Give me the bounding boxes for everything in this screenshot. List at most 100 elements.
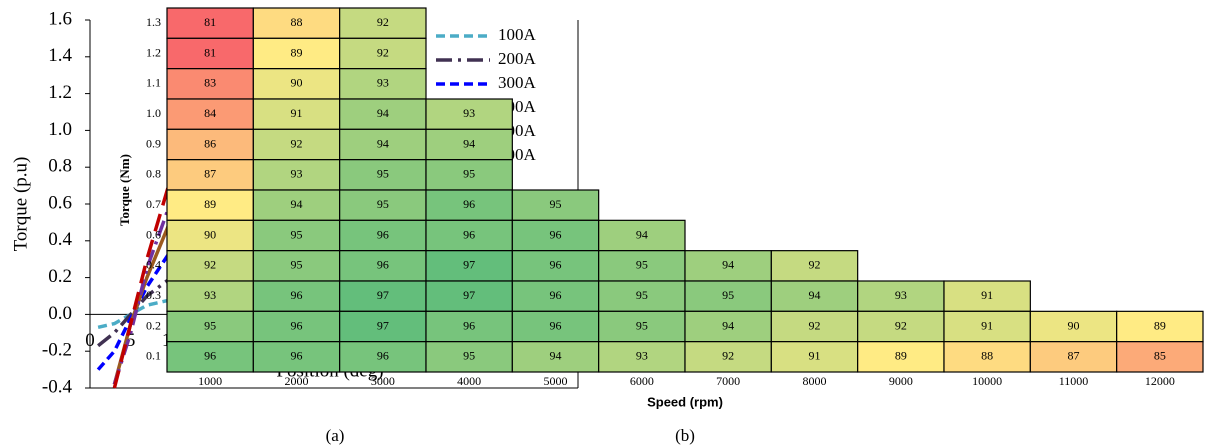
cell xyxy=(339,310,427,343)
x-tick-label: 9000 xyxy=(889,374,913,388)
cell-label: 96 xyxy=(550,227,562,241)
x-axis-label: Speed (rpm) xyxy=(647,394,723,409)
y-tick-label: 1.0 xyxy=(146,106,161,120)
cell xyxy=(770,341,859,373)
cell-label: 97 xyxy=(463,258,475,272)
cell-label: 89 xyxy=(895,349,907,363)
cell-label: 92 xyxy=(722,349,734,363)
cell xyxy=(598,341,686,373)
legend-label: 300A xyxy=(498,73,537,92)
cell xyxy=(252,310,341,343)
cell-label: 95 xyxy=(204,318,216,332)
cell-label: 89 xyxy=(291,45,303,59)
cell-label: 81 xyxy=(204,45,216,59)
legend-label: 200A xyxy=(498,49,537,68)
cell-label: 94 xyxy=(550,349,562,363)
cell xyxy=(166,219,254,252)
cell-label: 96 xyxy=(291,288,303,302)
cell-label: 83 xyxy=(204,76,216,90)
y-tick-label: 1.2 xyxy=(146,45,161,59)
cell-label: 95 xyxy=(377,167,389,181)
y-axis-label: Torque (Nm) xyxy=(117,154,132,226)
cell-label: 93 xyxy=(895,288,907,302)
cell-label: 88 xyxy=(981,349,993,363)
cell-label: 96 xyxy=(291,349,303,363)
cell-label: 93 xyxy=(204,288,216,302)
cell xyxy=(425,128,513,161)
cell-label: 92 xyxy=(204,258,216,272)
y-axis-label: Torque (p.u) xyxy=(10,157,31,252)
cell-label: 89 xyxy=(1154,318,1166,332)
cell-label: 93 xyxy=(377,76,389,90)
cell-label: 87 xyxy=(1068,349,1080,363)
cell-label: 94 xyxy=(722,318,734,332)
cell xyxy=(425,219,513,252)
legend-label: 100A xyxy=(498,25,537,44)
cell-label: 95 xyxy=(463,349,475,363)
y-tick-label: 0.4 xyxy=(48,229,72,250)
cell xyxy=(1029,341,1118,373)
x-tick-label: 3000 xyxy=(371,374,395,388)
cell-label: 95 xyxy=(291,258,303,272)
x-tick-label: 0 xyxy=(85,330,95,351)
y-tick-label: 0.6 xyxy=(48,192,72,213)
cell xyxy=(684,280,772,312)
cell xyxy=(339,7,427,39)
cell xyxy=(252,341,341,373)
cell-label: 85 xyxy=(1154,349,1166,363)
cell-label: 96 xyxy=(377,258,389,272)
cell xyxy=(684,341,772,373)
cell-label: 87 xyxy=(204,167,216,181)
y-tick-label: -0.4 xyxy=(42,376,73,397)
cell-label: 94 xyxy=(291,197,303,211)
cell-label: 96 xyxy=(377,349,389,363)
cell xyxy=(425,280,513,312)
cell-label: 96 xyxy=(463,227,475,241)
caption: (b) xyxy=(675,426,695,445)
cell xyxy=(857,341,945,373)
cell xyxy=(425,159,513,191)
x-tick-label: 5000 xyxy=(544,374,568,388)
x-tick-label: 5 xyxy=(126,330,136,351)
cell-label: 95 xyxy=(463,167,475,181)
cell-label: 93 xyxy=(636,349,648,363)
cell xyxy=(857,310,945,343)
cell xyxy=(943,341,1031,373)
x-tick-label: 10000 xyxy=(972,374,1002,388)
cell-label: 96 xyxy=(291,318,303,332)
x-tick-label: 7000 xyxy=(716,374,740,388)
y-tick-label: 0.8 xyxy=(146,167,161,181)
cell-label: 94 xyxy=(463,136,475,150)
y-tick-label: 0.2 xyxy=(146,318,161,332)
cell-label: 95 xyxy=(291,227,303,241)
cell xyxy=(252,250,341,282)
y-tick-label: 0.9 xyxy=(146,136,161,150)
x-tick-label: 12000 xyxy=(1145,374,1175,388)
cell xyxy=(684,250,772,282)
cell-label: 92 xyxy=(809,318,821,332)
cell xyxy=(943,310,1031,343)
cell xyxy=(166,7,254,39)
cell xyxy=(252,7,341,39)
cell-label: 97 xyxy=(377,288,389,302)
cell-label: 96 xyxy=(550,318,562,332)
cell xyxy=(339,280,427,312)
cell xyxy=(1116,341,1204,373)
cell-label: 95 xyxy=(636,288,648,302)
x-tick-label: 8000 xyxy=(803,374,827,388)
x-tick-label: 11000 xyxy=(1059,374,1089,388)
y-tick-label: 0.8 xyxy=(48,156,72,177)
cell-label: 93 xyxy=(291,167,303,181)
cell-label: 92 xyxy=(377,15,389,29)
cell xyxy=(339,98,427,130)
caption: (a) xyxy=(326,426,345,445)
y-tick-label: 0.7 xyxy=(146,197,161,211)
cell xyxy=(425,341,513,373)
y-tick-label: -0.2 xyxy=(42,340,72,361)
cell-label: 96 xyxy=(550,288,562,302)
y-tick-label: 0.6 xyxy=(146,227,161,241)
cell-label: 95 xyxy=(636,258,648,272)
cell-label: 94 xyxy=(636,227,648,241)
cell-label: 92 xyxy=(895,318,907,332)
cell-label: 96 xyxy=(463,318,475,332)
